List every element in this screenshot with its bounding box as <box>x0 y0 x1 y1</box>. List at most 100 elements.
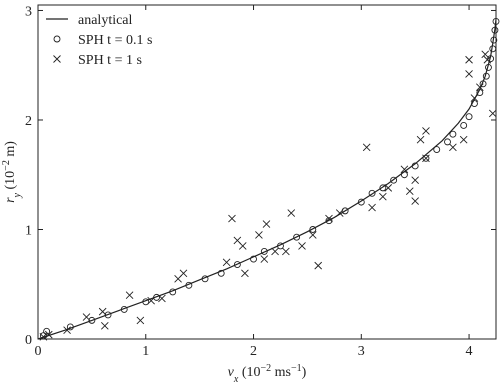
point <box>411 197 419 205</box>
point <box>142 298 150 306</box>
point <box>422 154 430 162</box>
point <box>238 242 247 250</box>
point <box>153 293 160 301</box>
point <box>255 231 263 239</box>
point <box>66 323 74 331</box>
point <box>293 233 301 241</box>
legend-marker <box>53 55 61 63</box>
xlabel-label-part: v <box>228 365 235 380</box>
point <box>325 214 333 223</box>
x-tick-label: 0 <box>35 344 42 359</box>
point <box>158 294 166 303</box>
point <box>390 176 398 184</box>
xlabel-label-part: x <box>233 374 239 383</box>
point <box>82 313 91 321</box>
point <box>271 247 279 256</box>
x-tick-label: 2 <box>250 344 257 359</box>
point <box>476 83 484 91</box>
y-tick-label: 1 <box>25 223 32 238</box>
point <box>491 26 499 34</box>
point <box>384 184 393 192</box>
plot-frame <box>37 4 497 340</box>
point <box>411 176 419 185</box>
ylabel-label-part: y <box>12 192 23 198</box>
point <box>147 296 155 305</box>
point <box>98 307 107 316</box>
x-tick-label: 4 <box>466 344 473 359</box>
point <box>222 258 231 267</box>
point <box>465 55 473 64</box>
point <box>120 305 128 313</box>
ylabel-label: ry (10−2 m) <box>1 141 23 203</box>
point <box>485 63 492 71</box>
point <box>470 94 479 102</box>
point <box>277 242 284 250</box>
point <box>282 247 290 256</box>
point <box>444 138 451 146</box>
point <box>492 17 500 25</box>
ylabel-label-part: −2 <box>1 160 12 171</box>
point <box>136 316 145 325</box>
point <box>308 231 317 239</box>
y-tick-label: 3 <box>25 4 32 19</box>
point <box>411 162 419 170</box>
point <box>88 316 96 324</box>
xlabel-label-part: (10 <box>238 365 260 380</box>
point <box>422 127 430 135</box>
point <box>481 50 490 59</box>
point <box>433 146 441 154</box>
point <box>179 269 188 278</box>
point <box>298 242 306 250</box>
point <box>357 198 365 206</box>
point <box>169 288 177 296</box>
point <box>449 143 457 152</box>
point <box>465 70 473 78</box>
point <box>487 55 495 63</box>
point <box>449 130 457 138</box>
point <box>405 187 414 195</box>
point <box>490 36 498 44</box>
point <box>233 261 241 268</box>
point <box>362 143 371 152</box>
point <box>314 261 323 270</box>
point <box>483 55 492 64</box>
point <box>262 220 271 228</box>
x-tick-label: 3 <box>358 344 365 359</box>
point <box>465 113 473 121</box>
point <box>479 80 487 88</box>
point <box>470 100 478 108</box>
point <box>43 327 51 335</box>
xlabel-label-part: ms <box>271 365 291 380</box>
x-tick-label: 1 <box>142 344 149 359</box>
ylabel-label-part: m) <box>3 141 18 160</box>
point <box>201 275 209 283</box>
point <box>39 332 48 341</box>
ylabel-label-part: r <box>3 197 18 203</box>
point <box>228 214 236 223</box>
point <box>422 154 430 163</box>
y-tick-label: 0 <box>25 333 32 348</box>
point <box>482 72 490 80</box>
point <box>460 122 468 129</box>
legend-label: analytical <box>78 13 133 28</box>
point <box>379 184 387 192</box>
point <box>250 255 257 263</box>
xlabel-label-part: −2 <box>261 363 272 374</box>
point <box>476 89 484 97</box>
legend-label: SPH t = 0.1 s <box>78 33 152 48</box>
point <box>39 332 47 340</box>
point <box>416 135 425 144</box>
point <box>489 45 497 53</box>
point <box>63 326 71 335</box>
point <box>217 269 225 277</box>
point <box>287 209 296 217</box>
point <box>185 281 193 289</box>
point <box>104 311 112 319</box>
point <box>241 269 249 278</box>
point <box>368 189 376 197</box>
xlabel-label-part: −1 <box>291 363 302 374</box>
point <box>400 165 409 174</box>
point <box>325 217 333 225</box>
point <box>368 203 376 212</box>
